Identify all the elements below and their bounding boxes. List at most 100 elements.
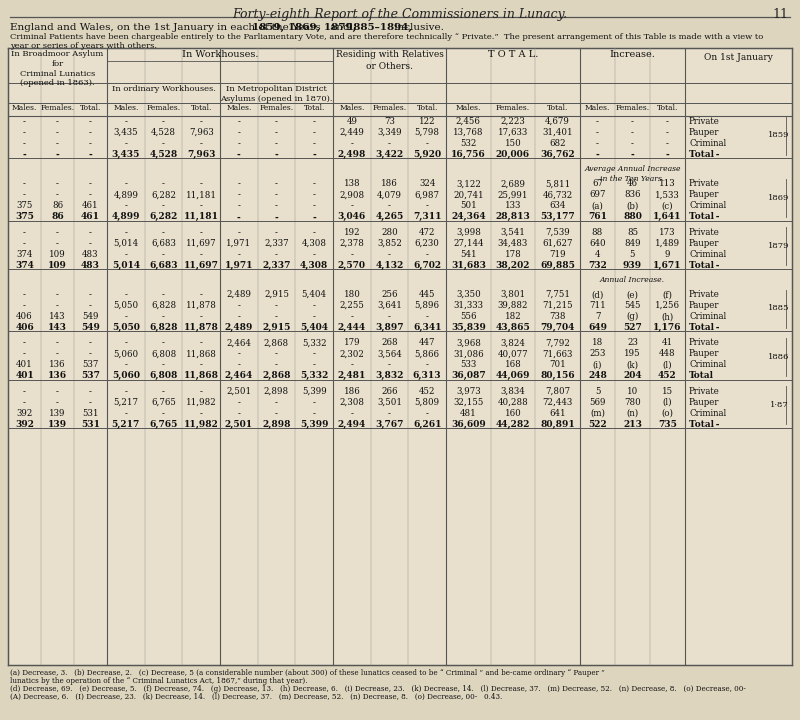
Text: Total -: Total - — [689, 212, 719, 221]
Text: 406: 406 — [16, 312, 33, 321]
Text: 3,968: 3,968 — [456, 338, 481, 348]
Text: -: - — [388, 409, 391, 418]
Text: -: - — [162, 179, 165, 189]
Text: 2,449: 2,449 — [339, 128, 364, 137]
Text: -: - — [313, 349, 316, 359]
Text: 719: 719 — [550, 250, 566, 258]
Text: 1886: 1886 — [768, 353, 789, 361]
Text: -: - — [124, 117, 127, 126]
Text: Total.: Total. — [303, 104, 325, 112]
Text: -: - — [23, 387, 26, 396]
Text: 46: 46 — [627, 179, 638, 189]
Text: 3,897: 3,897 — [375, 323, 404, 332]
Text: 3,541: 3,541 — [501, 228, 526, 237]
Text: -: - — [162, 250, 165, 258]
Text: -: - — [124, 409, 127, 418]
Text: 7,963: 7,963 — [187, 150, 215, 159]
Text: 173: 173 — [659, 228, 676, 237]
Text: -: - — [666, 150, 670, 159]
Text: -: - — [200, 179, 202, 189]
Text: 640: 640 — [589, 239, 606, 248]
Text: 31,683: 31,683 — [451, 261, 486, 270]
Text: 2,868: 2,868 — [264, 338, 289, 348]
Text: 11,868: 11,868 — [186, 349, 217, 359]
Text: -: - — [596, 150, 599, 159]
Text: 2,898: 2,898 — [262, 420, 290, 429]
Text: -: - — [23, 239, 26, 248]
Text: 23: 23 — [627, 338, 638, 348]
Text: 253: 253 — [590, 349, 606, 359]
Text: -: - — [89, 128, 92, 137]
Text: Total -: Total - — [689, 261, 719, 270]
Text: 7,539: 7,539 — [546, 228, 570, 237]
Text: 133: 133 — [505, 202, 521, 210]
Text: -: - — [426, 312, 429, 321]
Text: 701: 701 — [550, 361, 566, 369]
Text: 38,202: 38,202 — [496, 261, 530, 270]
Text: 3,834: 3,834 — [501, 387, 526, 396]
Text: 5,404: 5,404 — [302, 290, 326, 299]
Text: 32,155: 32,155 — [453, 397, 483, 407]
Text: 168: 168 — [505, 361, 522, 369]
Text: 549: 549 — [81, 323, 100, 332]
Text: Criminal: Criminal — [689, 202, 726, 210]
Text: -: - — [23, 139, 26, 148]
Text: -: - — [275, 228, 278, 237]
Text: -: - — [200, 228, 202, 237]
Text: 1885: 1885 — [767, 305, 789, 312]
Text: 939: 939 — [623, 261, 642, 270]
Text: -: - — [313, 397, 316, 407]
Text: 88: 88 — [592, 228, 603, 237]
Text: 6,230: 6,230 — [414, 239, 440, 248]
Text: (f): (f) — [662, 290, 673, 299]
Text: 2,498: 2,498 — [338, 150, 366, 159]
Text: 13,768: 13,768 — [453, 128, 483, 137]
Text: -: - — [666, 139, 669, 148]
Text: 80,156: 80,156 — [540, 372, 575, 380]
Text: (d) Decrease, 69.   (e) Decrease, 5.   (f) Decrease, 74.   (g) Decrease, 13.   (: (d) Decrease, 69. (e) Decrease, 5. (f) D… — [10, 685, 746, 693]
Text: Pauper: Pauper — [689, 190, 719, 199]
Text: Males.: Males. — [12, 104, 37, 112]
Text: Private: Private — [689, 228, 720, 237]
Text: -: - — [275, 202, 278, 210]
Text: 1·87: 1·87 — [770, 401, 789, 409]
Text: 69,885: 69,885 — [540, 261, 575, 270]
Text: -: - — [23, 228, 26, 237]
Text: 375: 375 — [15, 212, 34, 221]
Text: (b): (b) — [626, 202, 638, 210]
Text: -: - — [162, 117, 165, 126]
Text: 682: 682 — [550, 139, 566, 148]
Text: 5,060: 5,060 — [112, 372, 140, 380]
Text: -: - — [237, 150, 241, 159]
Text: Pauper: Pauper — [689, 301, 719, 310]
Text: 1,256: 1,256 — [655, 301, 680, 310]
Text: lunatics by the operation of the “ Criminal Lunatics Act, 1867,” during that yea: lunatics by the operation of the “ Crimi… — [10, 677, 307, 685]
Text: -: - — [313, 250, 316, 258]
Text: 1,971: 1,971 — [225, 261, 253, 270]
Text: 9: 9 — [665, 250, 670, 258]
Text: 11,697: 11,697 — [184, 261, 218, 270]
Text: (o): (o) — [662, 409, 674, 418]
Text: -: - — [313, 117, 316, 126]
Text: 641: 641 — [550, 409, 566, 418]
Text: -: - — [426, 409, 429, 418]
Text: 178: 178 — [505, 250, 522, 258]
Text: -: - — [162, 361, 165, 369]
Text: 392: 392 — [15, 420, 34, 428]
Text: -: - — [56, 387, 59, 396]
Text: -: - — [313, 179, 316, 189]
Text: 401: 401 — [15, 372, 34, 380]
Text: -: - — [350, 250, 354, 258]
Text: -: - — [274, 212, 278, 221]
Text: 447: 447 — [419, 338, 435, 348]
Text: -: - — [275, 349, 278, 359]
Text: -: - — [388, 312, 391, 321]
Text: 483: 483 — [82, 250, 98, 258]
Text: 4,132: 4,132 — [375, 261, 404, 270]
Text: 40,288: 40,288 — [498, 397, 528, 407]
Text: 2,689: 2,689 — [501, 179, 526, 189]
Text: -: - — [23, 301, 26, 310]
Text: Females.: Females. — [373, 104, 406, 112]
Text: -: - — [23, 290, 26, 299]
Text: 85: 85 — [627, 228, 638, 237]
